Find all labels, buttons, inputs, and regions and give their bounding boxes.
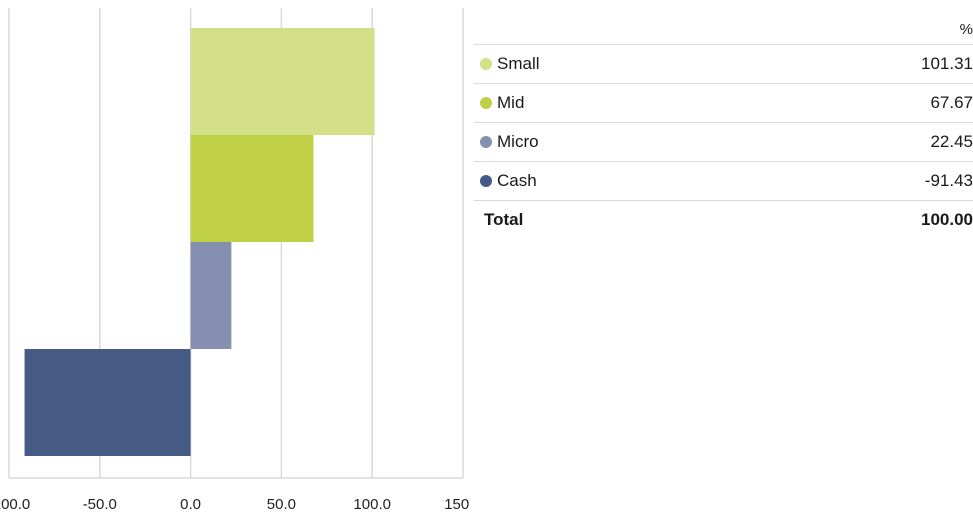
legend-value: 22.45 (930, 132, 973, 151)
legend-label: Micro (497, 132, 539, 151)
legend-dot-icon (480, 97, 492, 109)
bar-small (190, 28, 375, 135)
legend-dot-icon (480, 58, 492, 70)
x-tick-labels: -100.0 -50.0 0.0 50.0 100.0 150.0 (0, 496, 470, 513)
legend-dot-icon (480, 175, 492, 187)
legend-table: % Small 101.31 Mid 67.67 Micro 22.45 Cas… (474, 14, 973, 239)
legend-value: 67.67 (930, 93, 973, 112)
total-label: Total (484, 210, 524, 229)
legend-row-mid: Mid 67.67 (474, 83, 973, 122)
x-tick-label: 100.0 (353, 496, 391, 513)
x-tick-label: -100.0 (0, 496, 30, 513)
legend-label: Mid (497, 93, 525, 112)
x-tick-label: 0.0 (180, 496, 201, 513)
legend-label: Small (497, 54, 540, 73)
x-tick-label: 150.0 (444, 496, 470, 513)
bar-cash (24, 349, 191, 456)
legend-row-micro: Micro 22.45 (474, 122, 973, 161)
legend-row-total: Total 100.00 (474, 200, 973, 239)
bar-mid (190, 135, 314, 242)
x-tick-label: -50.0 (83, 496, 117, 513)
unit-header: % (959, 20, 973, 38)
legend-value: 101.31 (921, 54, 973, 73)
legend-row-small: Small 101.31 (474, 44, 973, 83)
total-value: 100.00 (921, 210, 973, 229)
legend-value: -91.43 (924, 171, 973, 190)
bars (24, 28, 375, 456)
legend-label: Cash (497, 171, 537, 190)
legend-dot-icon (480, 136, 492, 148)
legend-row-cash: Cash -91.43 (474, 161, 973, 200)
x-tick-label: 50.0 (267, 496, 296, 513)
bar-micro (190, 242, 232, 349)
bar-chart: -100.0 -50.0 0.0 50.0 100.0 150.0 (0, 8, 470, 513)
